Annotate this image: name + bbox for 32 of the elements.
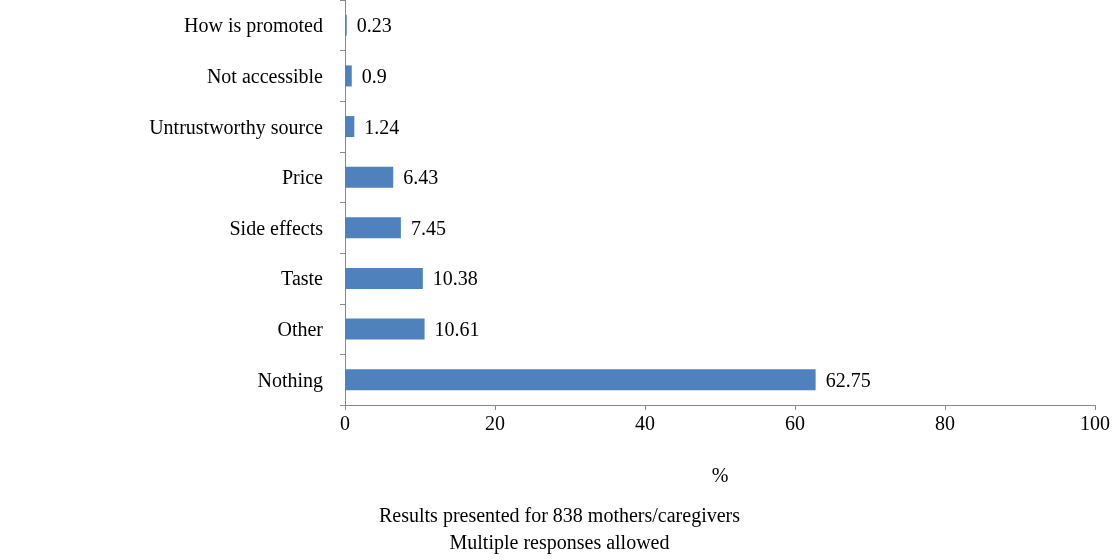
x-tick-label: 80 — [935, 412, 955, 434]
data-label: 10.38 — [432, 267, 478, 290]
x-tick-label: 100 — [1080, 412, 1110, 434]
x-tick-label: 20 — [485, 412, 505, 434]
text: Results presented for 838 mothers/caregivers — [378, 504, 741, 527]
x-tick-label: 60 — [785, 412, 805, 434]
bar — [345, 116, 355, 138]
y-tick-label: How is promoted — [184, 14, 323, 38]
x-tick-label: 0 — [340, 412, 350, 434]
data-label: 62.75 — [825, 368, 871, 391]
x-axis-title: % — [711, 464, 729, 486]
data-label: 10.61 — [434, 318, 480, 341]
bar — [345, 267, 423, 289]
y-tick-label: Side effects — [229, 216, 324, 239]
y-tick-label: Untrustworthy source — [149, 115, 324, 139]
y-tick-label: Taste — [281, 267, 324, 290]
bar — [345, 166, 394, 188]
y-tick-label: Nothing — [257, 368, 323, 392]
bar — [345, 318, 425, 340]
data-label: 0.9 — [361, 64, 387, 87]
y-tick-label: Price — [281, 166, 324, 189]
y-tick-label: Other — [277, 318, 324, 341]
data-label: 6.43 — [403, 166, 439, 189]
bar — [345, 369, 816, 391]
data-label: 0.23 — [356, 14, 392, 37]
data-label: 1.24 — [364, 115, 400, 138]
x-tick-label: 40 — [635, 412, 655, 434]
text: Multiple responses allowed — [449, 531, 670, 554]
y-tick-label: Not accessible — [206, 64, 324, 87]
bar — [345, 217, 401, 239]
data-label: 7.45 — [410, 216, 446, 239]
bar — [345, 65, 352, 87]
